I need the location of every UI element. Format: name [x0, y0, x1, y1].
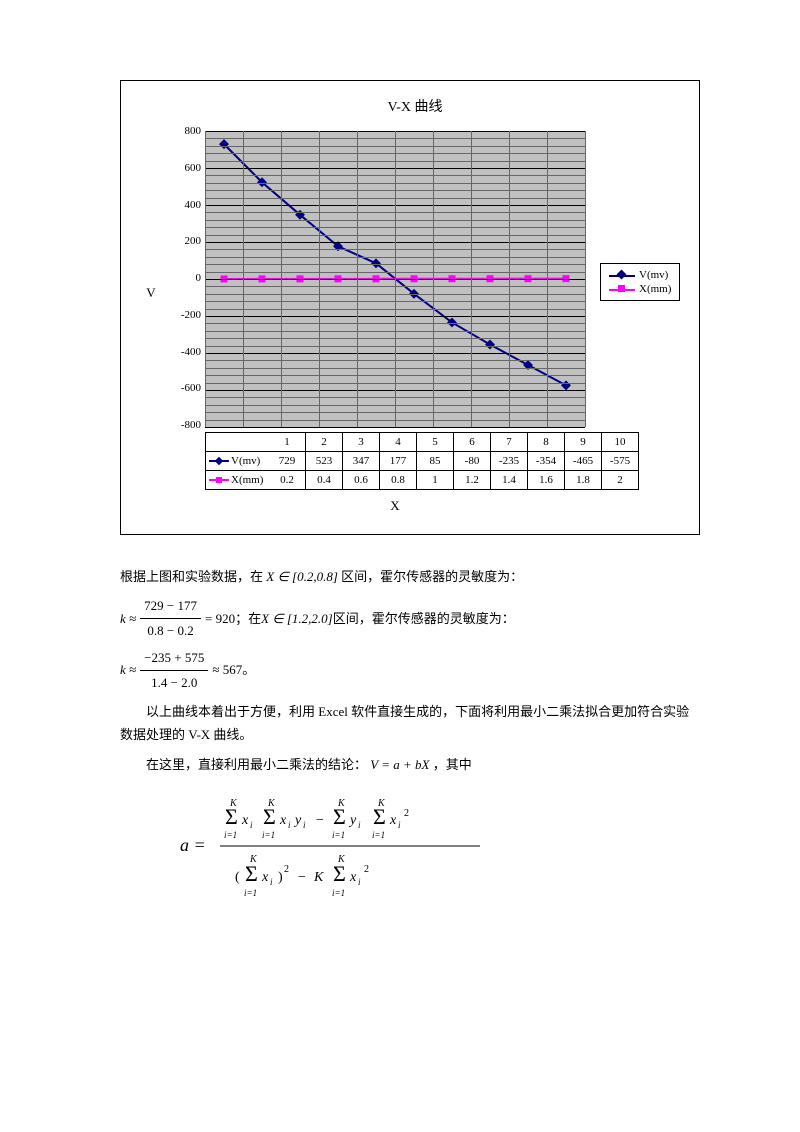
- svg-text:K: K: [313, 870, 324, 885]
- svg-text:Σ: Σ: [245, 861, 258, 886]
- svg-text:2: 2: [404, 808, 409, 819]
- sensitivity-eq-1: k ≈ 729 − 177 0.8 − 0.2 = 920 ；在 X ∈ [1.…: [120, 594, 700, 642]
- chart-title: V-X 曲线: [141, 96, 689, 116]
- svg-text:2: 2: [284, 864, 289, 875]
- chart-plot-area: [205, 131, 585, 428]
- svg-text:a =: a =: [180, 835, 206, 855]
- legend-item-v: V(mv): [609, 269, 671, 281]
- svg-text:i: i: [358, 877, 361, 887]
- svg-text:): ): [278, 870, 283, 885]
- y-axis-label: V: [141, 285, 161, 361]
- excel-note: 以上曲线本着出于方便，利用 Excel 软件直接生成的，下面将利用最小二乘法拟合…: [120, 700, 700, 747]
- svg-text:i=1: i=1: [244, 888, 257, 898]
- chart-data-table: V(mv) X(mm) 1234567891072952334717785-80…: [205, 432, 680, 490]
- svg-text:i=1: i=1: [372, 830, 385, 840]
- svg-text:Σ: Σ: [373, 804, 386, 829]
- least-squares-formula: a = K Σ i=1 x i K Σ i=1 x i y: [180, 786, 700, 906]
- svg-text:i: i: [270, 877, 273, 887]
- svg-text:Σ: Σ: [225, 804, 238, 829]
- svg-text:x: x: [241, 813, 249, 828]
- svg-text:y: y: [348, 813, 357, 828]
- svg-text:Σ: Σ: [333, 861, 346, 886]
- y-axis-ticks: 800 600 400 200 0 -200 -400 -600 -800: [166, 124, 205, 432]
- svg-text:x: x: [349, 870, 357, 885]
- svg-text:2: 2: [364, 864, 369, 875]
- svg-text:−: −: [316, 813, 324, 828]
- svg-text:i: i: [303, 820, 306, 830]
- svg-text:x: x: [279, 813, 287, 828]
- svg-text:x: x: [389, 813, 397, 828]
- body-text: 根据上图和实验数据，在 X ∈ [0.2,0.8] 区间，霍尔传感器的灵敏度为：…: [120, 565, 700, 906]
- svg-text:i: i: [398, 820, 401, 830]
- svg-text:i: i: [358, 820, 361, 830]
- legend-item-x: X(mm): [609, 283, 671, 295]
- x-axis-label: X: [205, 498, 585, 514]
- chart-legend: V(mv) X(mm): [600, 263, 680, 301]
- svg-text:Σ: Σ: [333, 804, 346, 829]
- svg-text:−: −: [298, 870, 306, 885]
- svg-text:Σ: Σ: [263, 804, 276, 829]
- svg-text:y: y: [293, 813, 302, 828]
- svg-text:i=1: i=1: [332, 888, 345, 898]
- svg-text:i=1: i=1: [332, 830, 345, 840]
- svg-text:x: x: [261, 870, 269, 885]
- svg-text:i: i: [288, 820, 291, 830]
- sensitivity-intro: 根据上图和实验数据，在 X ∈ [0.2,0.8] 区间，霍尔传感器的灵敏度为：: [120, 565, 700, 588]
- svg-text:i: i: [250, 820, 253, 830]
- sensitivity-eq-2: k ≈ −235 + 575 1.4 − 2.0 ≈ 567 。: [120, 646, 700, 694]
- svg-text:i=1: i=1: [262, 830, 275, 840]
- svg-text:(: (: [235, 870, 240, 885]
- least-squares-intro: 在这里，直接利用最小二乘法的结论： V = a + bX ，其中: [120, 753, 700, 776]
- chart-container: V-X 曲线 V 800 600 400 200 0 -200 -400 -60…: [120, 80, 700, 535]
- svg-text:i=1: i=1: [224, 830, 237, 840]
